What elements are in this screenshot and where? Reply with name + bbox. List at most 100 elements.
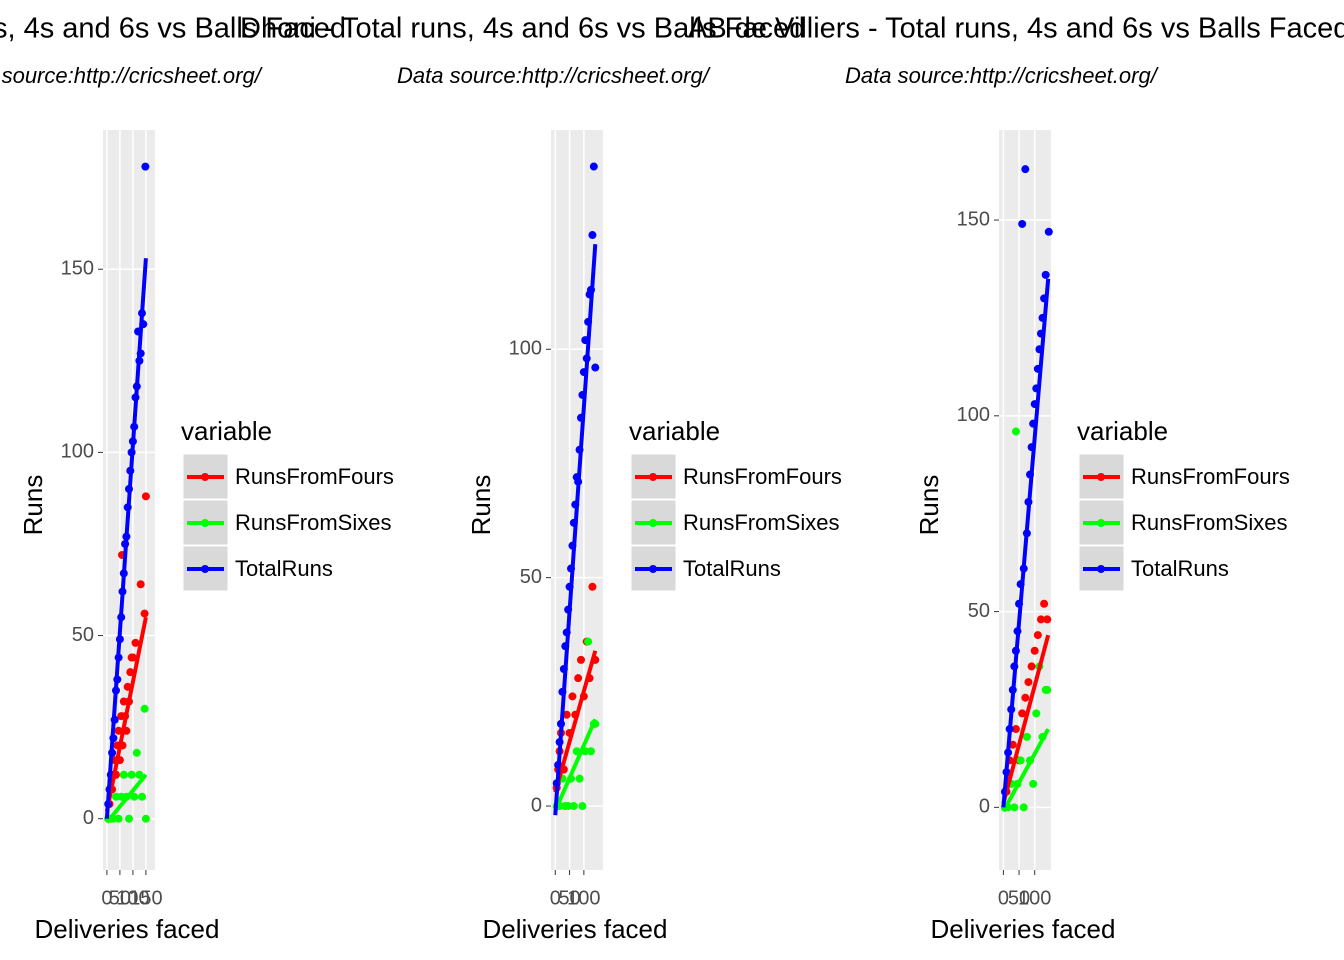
legend-label: TotalRuns	[235, 556, 333, 581]
x-tick-label: 0	[550, 887, 561, 909]
point	[574, 674, 583, 683]
point	[1043, 685, 1052, 694]
legend-label: RunsFromFours	[1131, 464, 1290, 489]
legend-label: TotalRuns	[683, 556, 781, 581]
legend-dot	[201, 519, 209, 527]
y-axis-label: Runs	[466, 475, 496, 536]
point	[578, 802, 587, 811]
x-tick-label: 100	[1018, 887, 1051, 909]
fit-line	[104, 258, 148, 819]
y-tick-label: 0	[83, 807, 94, 829]
point	[114, 814, 123, 823]
y-tick-label: 150	[957, 208, 990, 230]
y-tick-label: 100	[957, 404, 990, 426]
chart-title: Kohli - Total runs, 4s and 6s vs Balls F…	[0, 13, 346, 45]
y-tick-label: 50	[520, 566, 542, 588]
point	[1010, 803, 1019, 812]
x-tick-label: 50	[109, 887, 131, 909]
legend-title: variable	[181, 416, 272, 446]
fit-line	[1001, 728, 1050, 813]
point	[1043, 615, 1052, 624]
point	[132, 748, 141, 757]
y-tick-label: 150	[61, 257, 94, 279]
point	[568, 692, 577, 701]
point	[138, 792, 146, 801]
point	[1033, 631, 1042, 640]
legend-label: RunsFromSixes	[683, 510, 839, 535]
point	[119, 770, 128, 779]
fit-line	[553, 244, 598, 816]
point	[127, 770, 136, 779]
x-axis-label: Deliveries faced	[35, 914, 220, 944]
point	[1011, 725, 1020, 734]
point	[128, 653, 137, 662]
legend-dot	[1097, 473, 1105, 481]
point	[588, 231, 597, 240]
point	[140, 704, 149, 713]
chart-subtitle: Data source:http://cricsheet.org/	[397, 63, 711, 88]
legend-label: TotalRuns	[1131, 556, 1229, 581]
legend-dot	[649, 565, 657, 573]
point	[140, 609, 149, 618]
point	[1030, 646, 1039, 655]
point	[1032, 709, 1041, 718]
point	[1040, 599, 1049, 608]
point	[1036, 615, 1045, 624]
x-axis-label: Deliveries faced	[483, 914, 668, 944]
legend-dot	[649, 519, 657, 527]
x-tick-label: 50	[558, 887, 580, 909]
legend-title: variable	[1077, 416, 1168, 446]
fit-line	[1001, 634, 1051, 804]
point	[588, 582, 597, 591]
chart-title: Dhoni - Total runs, 4s and 6s vs Balls F…	[240, 13, 805, 45]
fit-line	[553, 650, 598, 793]
legend-dot	[649, 473, 657, 481]
x-tick-label: 0	[101, 887, 112, 909]
point	[564, 802, 573, 811]
point	[575, 774, 584, 783]
chart-subtitle: Data source:http://cricsheet.org/	[0, 63, 263, 88]
point	[1018, 219, 1027, 228]
y-tick-label: 0	[979, 796, 990, 818]
fit-line	[1001, 278, 1051, 808]
fit-line	[553, 718, 598, 812]
chart-subtitle: Data source:http://cricsheet.org/	[845, 63, 1159, 88]
x-tick-label: 100	[567, 887, 600, 909]
point	[589, 162, 598, 171]
point	[141, 162, 150, 171]
legend-label: RunsFromSixes	[1131, 510, 1287, 535]
point	[126, 668, 135, 677]
chart-title: AB de Villiers - Total runs, 4s and 6s v…	[688, 13, 1344, 45]
x-axis-label: Deliveries faced	[931, 914, 1116, 944]
y-axis-label: Runs	[914, 475, 944, 536]
point	[1018, 709, 1027, 718]
point	[1019, 803, 1028, 812]
point	[141, 492, 150, 501]
legend-label: RunsFromSixes	[235, 510, 391, 535]
y-tick-label: 50	[968, 600, 990, 622]
legend-dot	[201, 565, 209, 573]
point	[562, 710, 571, 719]
legend-dot	[1097, 519, 1105, 527]
y-tick-label: 50	[72, 624, 94, 646]
x-tick-label: 100	[116, 887, 149, 909]
legend-label: RunsFromFours	[235, 464, 394, 489]
point	[577, 655, 585, 664]
point	[1024, 678, 1033, 687]
point	[1041, 270, 1050, 279]
y-tick-label: 100	[509, 338, 542, 360]
fit-line	[105, 773, 148, 824]
point	[1021, 693, 1030, 702]
point	[114, 726, 123, 735]
y-tick-label: 100	[61, 441, 94, 463]
point	[1016, 756, 1025, 765]
legend-label: RunsFromFours	[683, 464, 842, 489]
point	[584, 637, 593, 646]
x-tick-label: 150	[129, 887, 162, 909]
x-tick-label: 0	[998, 887, 1009, 909]
fit-line	[104, 616, 148, 812]
point	[591, 363, 600, 372]
point	[131, 638, 140, 647]
